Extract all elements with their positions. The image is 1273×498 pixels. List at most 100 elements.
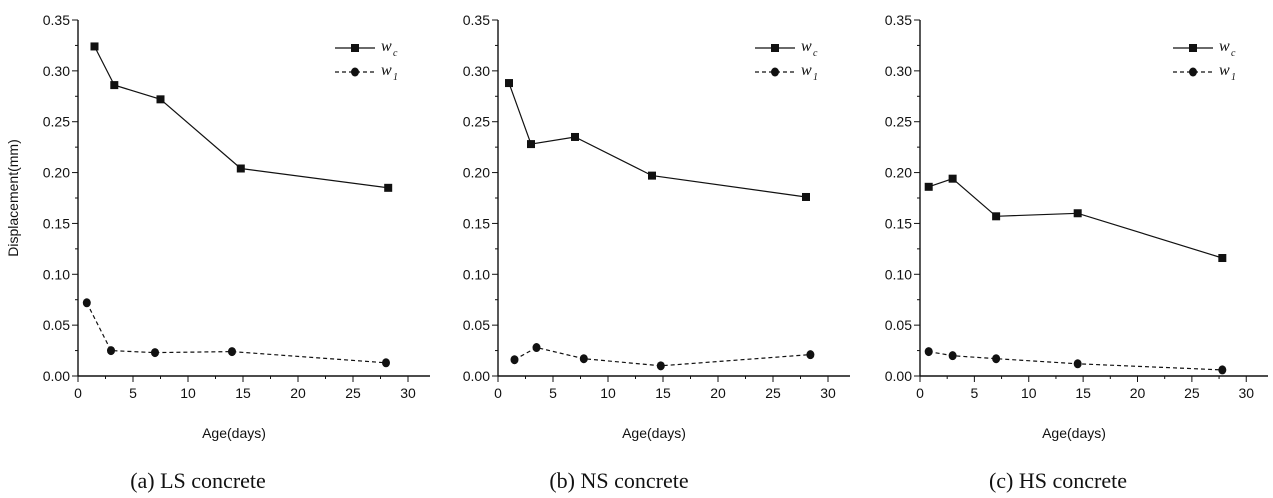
x-axis-label: Age(days) — [1042, 425, 1106, 441]
x-axis-label: Age(days) — [202, 425, 266, 441]
panel-caption: (a) LS concrete — [130, 468, 266, 493]
data-point-square — [948, 174, 957, 183]
panel-caption: (b) NS concrete — [549, 468, 688, 493]
x-tick-label: 20 — [1130, 385, 1146, 401]
y-tick-label: 0.05 — [43, 317, 70, 333]
legend-marker-circle — [1189, 67, 1197, 77]
data-point-circle — [510, 355, 519, 365]
data-point-square — [924, 182, 933, 191]
data-point-circle — [806, 350, 815, 360]
y-tick-label: 0.35 — [463, 12, 490, 28]
chart-panel-1: 0.00 0.05 0.10 0.15 0.20 0.25 0.30 0.35 0 5 10 15 20… — [5, 12, 430, 493]
y-tick-label: 0.15 — [885, 215, 912, 231]
legend-subscript: 1 — [393, 72, 398, 83]
data-point-square — [1218, 254, 1227, 263]
data-point-circle — [1073, 359, 1082, 369]
series-line-wc — [928, 178, 1223, 259]
legend-marker-square — [1189, 44, 1197, 52]
y-tick-label: 0.30 — [463, 63, 490, 79]
data-point-circle — [924, 347, 933, 357]
data-point-circle — [656, 361, 665, 371]
y-tick-label: 0.20 — [885, 165, 912, 181]
x-tick-label: 25 — [765, 385, 781, 401]
legend-marker-circle — [771, 67, 779, 77]
data-point-circle — [107, 346, 115, 356]
data-point-square — [1073, 209, 1082, 218]
y-tick-label: 0.30 — [885, 63, 912, 79]
y-tick-label: 0.25 — [43, 114, 70, 130]
x-tick-label: 15 — [235, 385, 251, 401]
legend-label-wc: w — [801, 38, 812, 55]
legend-label-w1: w — [801, 62, 812, 79]
data-point-square — [648, 171, 656, 180]
legend-subscript: c — [1231, 48, 1236, 59]
data-point-square — [236, 164, 245, 173]
x-tick-label: 20 — [710, 385, 726, 401]
x-tick-label: 15 — [655, 385, 671, 401]
series-line-w1 — [928, 351, 1223, 371]
y-tick-label: 0.05 — [885, 317, 912, 333]
x-tick-label: 0 — [494, 385, 502, 401]
y-tick-label: 0.15 — [463, 215, 490, 231]
legend-marker-square — [351, 44, 359, 52]
y-tick-label: 0.00 — [463, 368, 490, 384]
y-tick-label: 0.30 — [43, 63, 70, 79]
y-tick-label: 0.00 — [885, 368, 912, 384]
data-point-circle — [228, 347, 236, 357]
y-tick-label: 0.00 — [43, 368, 70, 384]
data-point-square — [156, 95, 165, 104]
x-tick-label: 30 — [400, 385, 416, 401]
y-tick-label: 0.15 — [43, 215, 70, 231]
x-tick-label: 10 — [1021, 385, 1037, 401]
y-tick-label: 0.35 — [43, 12, 70, 28]
data-point-circle — [948, 351, 957, 361]
legend-subscript: c — [813, 48, 818, 59]
legend-marker-circle — [351, 67, 359, 77]
legend-label-w1: w — [381, 62, 392, 79]
legend-subscript: c — [393, 48, 398, 59]
data-point-circle — [992, 354, 1001, 364]
x-tick-label: 10 — [600, 385, 616, 401]
y-tick-label: 0.35 — [885, 12, 912, 28]
series-line-w1 — [86, 302, 387, 364]
x-axis-label: Age(days) — [622, 425, 686, 441]
data-point-square — [505, 79, 513, 88]
x-tick-label: 0 — [916, 385, 924, 401]
x-tick-label: 20 — [290, 385, 306, 401]
x-tick-label: 15 — [1075, 385, 1091, 401]
y-tick-label: 0.20 — [43, 165, 70, 181]
y-tick-label: 0.20 — [463, 165, 490, 181]
data-point-circle — [579, 354, 588, 364]
x-tick-label: 5 — [129, 385, 137, 401]
data-point-circle — [382, 358, 390, 368]
data-point-square — [992, 212, 1001, 221]
y-axis-label: Displacement(mm) — [5, 139, 21, 256]
data-point-square — [802, 192, 810, 201]
x-tick-label: 5 — [970, 385, 978, 401]
y-tick-label: 0.25 — [463, 114, 490, 130]
legend-label-wc: w — [381, 38, 392, 55]
y-tick-label: 0.25 — [885, 114, 912, 130]
data-point-circle — [82, 298, 91, 308]
chart-panel-3: 0.00 0.05 0.10 0.15 0.20 0.25 0.30 0.35 0 5 10 15 20… — [885, 12, 1268, 493]
x-tick-label: 25 — [1184, 385, 1200, 401]
legend-label-wc: w — [1219, 38, 1230, 55]
x-tick-label: 5 — [549, 385, 557, 401]
data-point-square — [571, 132, 579, 141]
data-point-square — [90, 42, 99, 51]
panel-caption: (c) HS concrete — [989, 468, 1127, 493]
y-tick-label: 0.10 — [43, 266, 70, 282]
legend-label-w1: w — [1219, 62, 1230, 79]
x-tick-label: 10 — [180, 385, 196, 401]
data-point-square — [110, 81, 119, 90]
legend-subscript: 1 — [813, 72, 818, 83]
data-point-square — [384, 183, 393, 192]
legend-marker-square — [771, 44, 779, 52]
x-tick-label: 0 — [74, 385, 82, 401]
data-point-circle — [532, 343, 541, 353]
x-tick-label: 30 — [820, 385, 836, 401]
y-tick-label: 0.10 — [463, 266, 490, 282]
x-tick-label: 25 — [345, 385, 361, 401]
